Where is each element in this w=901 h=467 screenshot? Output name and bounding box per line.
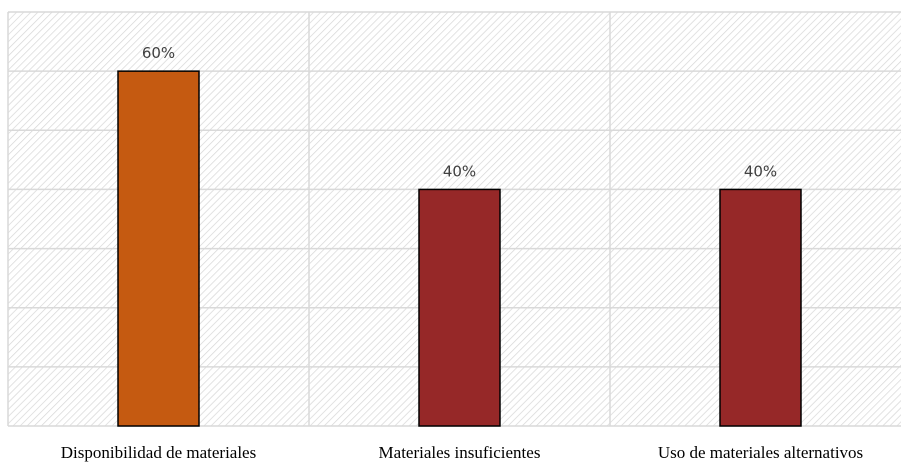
category-label: Disponibilidad de materiales [61, 443, 256, 462]
category-label: Uso de materiales alternativos [658, 443, 863, 462]
bar [117, 70, 200, 427]
data-label: 40% [744, 162, 777, 180]
data-label: 40% [443, 162, 476, 180]
bar [418, 188, 501, 427]
category-labels: Disponibilidad de materiales Materiales i… [61, 443, 863, 462]
category-label: Materiales insuficientes [379, 443, 541, 462]
data-label: 60% [142, 44, 175, 62]
value-labels: 60% 40% 40% [142, 44, 777, 180]
bars [117, 70, 802, 427]
bar [719, 188, 802, 427]
